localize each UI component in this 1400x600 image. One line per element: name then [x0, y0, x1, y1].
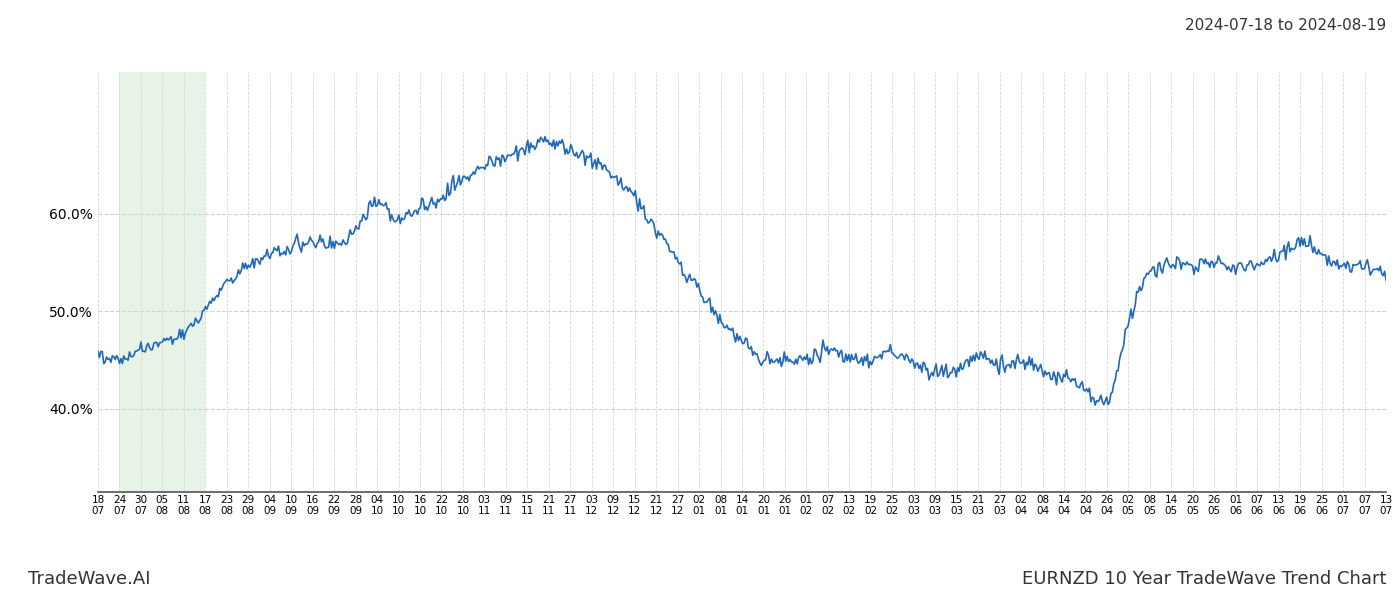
- Text: 2024-07-18 to 2024-08-19: 2024-07-18 to 2024-08-19: [1184, 18, 1386, 33]
- Text: TradeWave.AI: TradeWave.AI: [28, 570, 151, 588]
- Text: EURNZD 10 Year TradeWave Trend Chart: EURNZD 10 Year TradeWave Trend Chart: [1022, 570, 1386, 588]
- Bar: [119, 72, 206, 492]
